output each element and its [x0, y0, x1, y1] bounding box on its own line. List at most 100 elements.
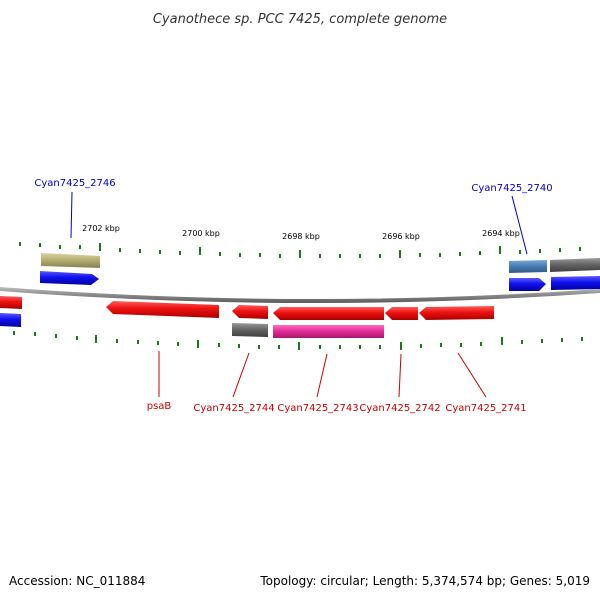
gene-label-cyan7425-2746[interactable]: Cyan7425_2746 [34, 178, 115, 189]
minor-tick [239, 253, 241, 257]
minor-tick [19, 242, 21, 246]
gene-label-cyan7425-2744[interactable]: Cyan7425_2744 [193, 403, 274, 414]
gene-feature-pink[interactable] [273, 325, 384, 338]
minor-tick [521, 340, 523, 344]
minor-tick [179, 251, 181, 255]
major-tick [499, 246, 501, 254]
minor-tick [116, 339, 118, 343]
gene-feature-olive[interactable] [41, 253, 100, 268]
reverse-strand-track [0, 296, 494, 338]
minor-tick [359, 345, 361, 349]
kbp-label: 2702 kbp [82, 224, 120, 233]
reverse-gene-labels: psaB Cyan7425_2744 Cyan7425_2743 Cyan742… [147, 401, 527, 414]
major-tick [298, 342, 300, 350]
major-tick [95, 335, 97, 343]
minor-tick [460, 343, 462, 347]
leader-line-cyan7425-2742 [398, 353, 402, 398]
minor-tick [339, 345, 341, 349]
kbp-ruler-labels: 2702 kbp 2700 kbp 2698 kbp 2696 kbp 2694… [82, 224, 520, 241]
major-tick [501, 337, 503, 345]
gene-feature-steelblue[interactable] [509, 260, 547, 273]
minor-tick [561, 338, 563, 342]
kbp-label: 2700 kbp [182, 229, 220, 238]
gene-arrow-forward[interactable] [551, 276, 600, 290]
gene-label-cyan7425-2742[interactable]: Cyan7425_2742 [359, 403, 440, 414]
gene-arrow-cyan7425-2742[interactable] [385, 307, 418, 320]
gene-arrow-cyan7425-2743[interactable] [273, 307, 384, 320]
minor-tick [39, 243, 41, 247]
gene-arrow-psab[interactable] [106, 301, 219, 318]
minor-tick [159, 250, 161, 254]
minor-tick [459, 252, 461, 256]
minor-tick [177, 342, 179, 346]
minor-tick [379, 254, 381, 258]
leader-line-cyan7425-2743 [316, 353, 328, 398]
minor-tick [519, 250, 521, 254]
minor-tick [419, 253, 421, 257]
gene-label-psab[interactable]: psaB [147, 401, 172, 412]
leader-line-cyan7425-2746 [70, 191, 73, 239]
minor-tick [581, 337, 583, 341]
minor-tick [559, 248, 561, 252]
minor-tick [359, 254, 361, 258]
gene-label-cyan7425-2743[interactable]: Cyan7425_2743 [277, 403, 358, 414]
minor-tick [439, 253, 441, 257]
major-tick [399, 250, 401, 258]
minor-tick [137, 340, 139, 344]
minor-tick [79, 245, 81, 249]
major-tick [400, 342, 402, 350]
minor-tick [539, 249, 541, 253]
minor-tick [157, 341, 159, 345]
genome-title: Cyanothece sp. PCC 7425, complete genome [153, 12, 447, 27]
gene-feature-gray[interactable] [550, 258, 600, 272]
minor-tick [379, 345, 381, 349]
minor-tick [339, 254, 341, 258]
gene-feature-gray[interactable] [232, 323, 268, 337]
major-tick [99, 243, 101, 251]
gene-arrow-cyan7425-2744[interactable] [232, 305, 268, 319]
minor-tick [76, 336, 78, 340]
accession-text: Accession: NC_011884 [9, 574, 145, 588]
minor-tick [541, 339, 543, 343]
minor-tick [219, 252, 221, 256]
minor-tick [319, 345, 321, 349]
outer-tick-track [19, 242, 581, 258]
gene-arrow-forward[interactable] [509, 278, 546, 291]
kbp-label: 2694 kbp [482, 229, 520, 238]
gene-arrow-cyan7425-2741[interactable] [419, 306, 494, 320]
forward-strand-track [40, 253, 600, 291]
minor-tick [440, 343, 442, 347]
minor-tick [479, 251, 481, 255]
major-tick [197, 340, 199, 348]
minor-tick [278, 345, 280, 349]
genome-summary-text: Topology: circular; Length: 5,374,574 bp… [259, 574, 590, 588]
gene-feature-red[interactable] [0, 296, 22, 309]
minor-tick [258, 345, 260, 349]
minor-tick [259, 253, 261, 257]
inner-tick-track [13, 331, 583, 350]
label-leader-lines [70, 191, 528, 398]
major-tick [199, 247, 201, 255]
minor-tick [279, 254, 281, 258]
minor-tick [319, 254, 321, 258]
minor-tick [238, 344, 240, 348]
minor-tick [579, 247, 581, 251]
leader-line-cyan7425-2740 [511, 195, 528, 255]
minor-tick [480, 342, 482, 346]
gene-label-cyan7425-2740[interactable]: Cyan7425_2740 [471, 183, 552, 194]
minor-tick [55, 334, 57, 338]
minor-tick [59, 245, 61, 249]
genome-backbone [0, 287, 600, 304]
minor-tick [139, 249, 141, 253]
gene-arrow-forward[interactable] [40, 271, 99, 285]
forward-gene-labels: Cyan7425_2746 Cyan7425_2740 [34, 178, 552, 194]
kbp-label: 2698 kbp [282, 232, 320, 241]
gene-label-cyan7425-2741[interactable]: Cyan7425_2741 [445, 403, 526, 414]
minor-tick [218, 343, 220, 347]
minor-tick [119, 248, 121, 252]
gene-feature-blue[interactable] [0, 313, 21, 327]
leader-line-cyan7425-2741 [457, 352, 487, 398]
minor-tick [420, 344, 422, 348]
minor-tick [13, 331, 15, 335]
